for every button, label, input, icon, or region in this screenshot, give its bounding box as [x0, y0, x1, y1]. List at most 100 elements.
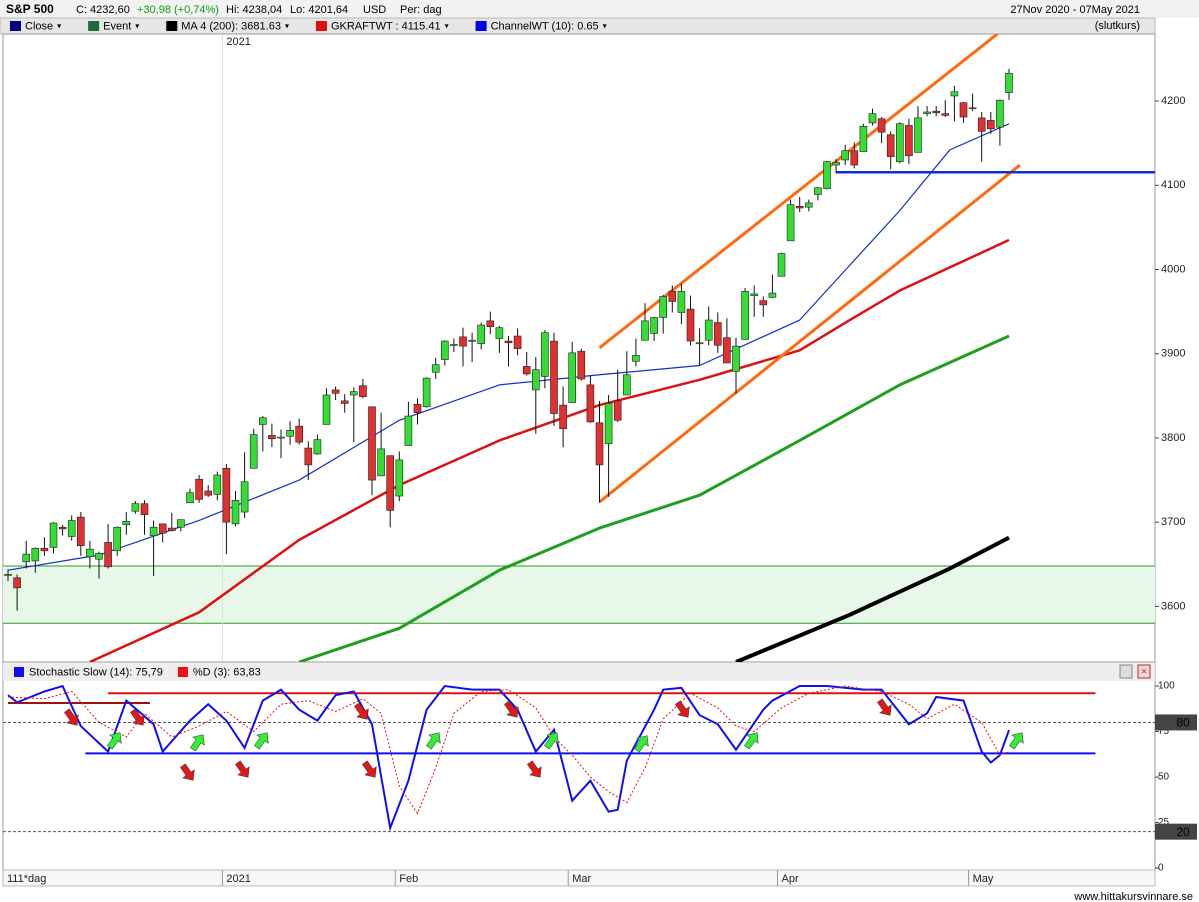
indicator-line — [735, 535, 1010, 662]
legend-label: %D (3): 63,83 — [193, 666, 261, 678]
y-tick-label: 4000 — [1161, 263, 1185, 275]
candle-body — [450, 344, 458, 346]
candle-body — [331, 389, 340, 394]
candle-body — [677, 291, 686, 313]
candle-body — [641, 320, 649, 341]
low: Lo: 4201,64 — [290, 4, 348, 16]
candle-body — [277, 436, 285, 439]
candle-body — [1005, 72, 1013, 93]
candle-body — [158, 523, 167, 534]
candle-body — [595, 422, 604, 466]
indicator-line — [298, 334, 1010, 662]
symbol: S&P 500 — [6, 2, 54, 16]
legend-label: Close — [25, 20, 53, 32]
signal-arrow — [64, 708, 79, 726]
candle-body — [850, 150, 859, 166]
level-label: 80 — [1176, 716, 1190, 730]
signal-arrow — [107, 732, 122, 750]
y-tick-label: 4200 — [1161, 95, 1185, 107]
candle-body — [313, 439, 322, 455]
candle-body — [568, 352, 577, 403]
level-box — [1155, 823, 1197, 840]
candle-body — [368, 406, 376, 481]
candle-body — [468, 339, 476, 342]
candle-body — [650, 317, 658, 334]
channel-line — [598, 34, 1000, 349]
y-tick-label: 4100 — [1161, 179, 1185, 191]
legend-label: GKRAFTWT : 4115.41 — [331, 20, 441, 32]
close-icon[interactable]: × — [1141, 667, 1147, 678]
y-tick-label: 3800 — [1161, 432, 1185, 444]
stochastic-line — [7, 685, 1010, 815]
candle-body — [268, 435, 276, 440]
candle-body — [459, 336, 467, 347]
candle-body — [841, 150, 850, 161]
y-tick-label: 0 — [1158, 863, 1164, 874]
candle-body — [204, 490, 212, 496]
y-tick-label: 3600 — [1161, 600, 1185, 612]
tool-button[interactable] — [1119, 664, 1133, 679]
date-range: 27Nov 2020 - 07May 2021 — [1010, 4, 1140, 16]
stochastic-header — [3, 663, 1155, 681]
x-tick-label: Mar — [572, 873, 591, 885]
y-tick-label: 50 — [1158, 772, 1170, 783]
candle-body — [895, 123, 904, 162]
legend-dropdown: ▾ — [57, 22, 61, 31]
band — [3, 565, 1155, 624]
candle-body — [814, 187, 822, 195]
signal-arrow — [254, 732, 269, 750]
candle-body — [249, 434, 258, 469]
legend-swatch — [10, 21, 21, 31]
legend-dropdown: ▾ — [135, 22, 139, 31]
candle-body — [732, 345, 740, 372]
candle-body — [959, 102, 968, 118]
y-tick-label: 75 — [1158, 726, 1170, 737]
y-tick-label: 3700 — [1161, 516, 1185, 528]
legend-label: Event — [103, 20, 131, 32]
candle-body — [613, 400, 622, 421]
candle-body — [322, 394, 331, 425]
x-tick-label: May — [973, 873, 994, 885]
candle-body — [40, 547, 49, 552]
candle-body — [486, 320, 495, 328]
candle-body — [4, 574, 12, 576]
header-bar — [0, 0, 1199, 18]
y-tick-label: 3900 — [1161, 348, 1185, 360]
signal-arrow — [130, 708, 145, 726]
legend-swatch — [315, 21, 327, 31]
candle-body — [823, 161, 831, 189]
legend-swatch — [475, 21, 487, 31]
candle-body — [977, 117, 986, 132]
close-button[interactable] — [1137, 664, 1151, 679]
candle-body — [186, 492, 194, 504]
signal-arrow — [362, 760, 377, 778]
candle-body — [240, 481, 249, 513]
candle-body — [104, 542, 112, 568]
candle-body — [750, 293, 759, 296]
candle-body — [923, 111, 931, 114]
price-plot: 2021 — [3, 34, 1155, 662]
candle-body — [577, 350, 586, 380]
signal-arrow — [354, 702, 369, 720]
signal-arrow — [675, 700, 690, 718]
level-label: 20 — [1176, 825, 1190, 839]
signal-arrow — [180, 763, 195, 781]
candle-body — [905, 125, 913, 157]
candle-body — [604, 403, 613, 445]
candle-body — [686, 308, 695, 342]
candle-body — [431, 364, 440, 373]
period: Per: dag — [400, 4, 442, 16]
candle-body — [759, 300, 768, 306]
candle-body — [504, 340, 513, 344]
candle-body — [222, 467, 231, 523]
candle-body — [723, 337, 731, 364]
candle-body — [668, 291, 677, 302]
candle-body — [495, 327, 504, 339]
candle-body — [659, 296, 668, 318]
candle-body — [31, 547, 40, 562]
candle-body — [95, 553, 103, 560]
y-tick-label: 100 — [1158, 681, 1175, 692]
level-box — [1155, 714, 1197, 731]
legend-dropdown: ▾ — [603, 22, 607, 31]
